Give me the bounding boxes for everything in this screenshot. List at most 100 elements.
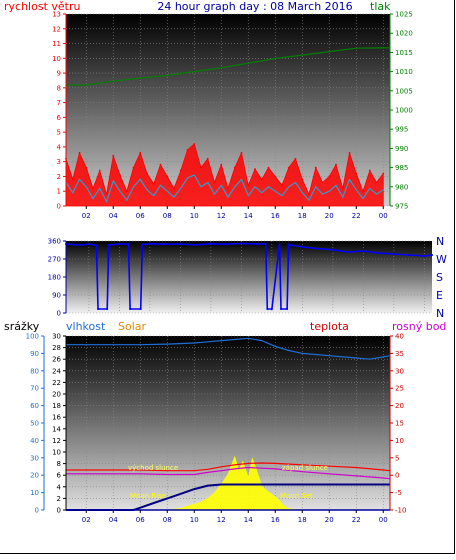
wind-speed-point — [159, 163, 162, 166]
x-tick-label: 22 — [352, 212, 361, 220]
wind-speed-point — [247, 184, 250, 187]
wind-speed-point — [132, 166, 135, 169]
x-tick-label: 02 — [82, 516, 91, 524]
wind-direction-point — [141, 243, 144, 246]
wind-direction-point — [377, 252, 380, 254]
temperature-axis-label: teplota — [310, 320, 349, 333]
wind-direction-point — [270, 308, 273, 310]
wind-speed-point — [78, 151, 81, 154]
temperature-tick-label: -5 — [395, 489, 402, 497]
x-tick-label: 12 — [217, 516, 226, 524]
wind-speed-point — [166, 175, 169, 178]
wind-direction-point — [87, 243, 90, 245]
wind-speed-point — [220, 163, 223, 166]
wind-tick-label: 13 — [52, 11, 61, 19]
pressure-tick-label: 975 — [395, 203, 408, 211]
wind-speed-point — [92, 187, 94, 190]
wind-speed-point — [341, 187, 344, 190]
solar-axis-label: Solar — [118, 320, 147, 333]
direction-tick-label: 360 — [48, 238, 61, 246]
rain-tick-label: 90 — [30, 350, 39, 358]
humidity-tick-label: 16 — [52, 414, 61, 422]
compass-s: S — [436, 271, 443, 284]
wind-direction-point — [164, 243, 167, 246]
wind-speed-point — [71, 178, 74, 181]
x-tick-label: 04 — [109, 212, 118, 220]
rain-tick-label: 70 — [30, 385, 39, 393]
wind-tick-label: 6 — [57, 114, 62, 122]
wind-speed-point — [328, 175, 331, 178]
pressure-tick-label: 1010 — [395, 68, 413, 76]
x-tick-label: 02 — [82, 212, 91, 220]
annotation-sunset: západ slunce — [282, 464, 328, 472]
rain-tick-label: 10 — [30, 489, 39, 497]
pressure-tick-label: 985 — [395, 164, 408, 172]
wind-speed-point — [362, 190, 364, 193]
wind-tick-label: 4 — [57, 143, 62, 151]
wind-speed-point — [179, 169, 182, 172]
wind-speed-point — [206, 157, 209, 160]
x-tick-label: 04 — [109, 516, 118, 524]
rain-axis-label: srážky — [4, 320, 40, 333]
wind-speed-point — [193, 143, 196, 145]
x-tick-label: 12 — [217, 212, 226, 220]
humidity-tick-label: 2 — [57, 495, 61, 503]
wind-speed-point — [335, 163, 337, 166]
wind-speed-point — [213, 181, 216, 184]
rain-tick-label: 20 — [30, 472, 39, 480]
wind-speed-point — [240, 151, 243, 154]
temperature-tick-label: 35 — [395, 350, 404, 358]
humidity-tick-label: 18 — [52, 402, 61, 410]
wind-direction-point — [362, 250, 365, 252]
pressure-tick-label: 1020 — [395, 30, 413, 38]
wind-direction-point — [287, 243, 290, 246]
wind-direction-point — [72, 243, 75, 246]
wind-speed-point — [287, 166, 290, 169]
wind-speed-point — [368, 169, 371, 172]
direction-tick-label: 270 — [48, 256, 61, 264]
rain-tick-label: 80 — [30, 367, 39, 375]
wind-direction-point — [280, 308, 283, 310]
wind-tick-label: 10 — [52, 55, 61, 63]
temperature-tick-label: 20 — [395, 402, 404, 410]
rain-tick-label: 50 — [30, 420, 39, 428]
wind-direction-point — [423, 255, 426, 257]
wind-speed-point — [274, 175, 277, 178]
compass-e: E — [436, 289, 443, 302]
wind-tick-label: 3 — [57, 158, 61, 166]
wind-speed-point — [294, 157, 297, 160]
temperature-tick-label: 15 — [395, 420, 404, 428]
humidity-tick-label: 4 — [57, 483, 62, 491]
wind-tick-label: 2 — [57, 173, 61, 181]
wind-direction-point — [209, 242, 212, 245]
x-tick-label: 10 — [190, 516, 199, 524]
wind-speed-point — [200, 166, 202, 169]
wind-direction-point — [95, 244, 98, 247]
humidity-tick-label: 8 — [57, 460, 61, 468]
rain-tick-label: 0 — [35, 507, 39, 515]
wind-tick-label: 0 — [57, 203, 61, 211]
temperature-tick-label: 40 — [395, 333, 404, 341]
humidity-tick-label: 28 — [52, 344, 61, 352]
wind-direction-point — [148, 242, 151, 245]
x-tick-label: 16 — [271, 516, 280, 524]
chart-marks — [65, 47, 433, 511]
wind-speed-point — [308, 193, 310, 196]
direction-tick-label: 90 — [52, 292, 61, 300]
wind-speed-point — [105, 193, 108, 196]
humidity-tick-label: 30 — [52, 333, 61, 341]
wind-speed-point — [98, 169, 101, 172]
wind-direction-point — [80, 244, 83, 246]
wind-speed-point — [119, 174, 121, 176]
wind-direction-point — [255, 243, 258, 245]
temperature-tick-label: 5 — [395, 454, 399, 462]
x-tick-label: 20 — [325, 212, 334, 220]
x-tick-label: 08 — [163, 212, 172, 220]
pressure-tick-label: 1025 — [395, 11, 413, 19]
wind-speed-point — [348, 151, 351, 154]
dewpoint-axis-label: rosný bod — [392, 320, 446, 333]
wind-direction-point — [408, 254, 411, 256]
wind-direction-point — [331, 248, 334, 251]
